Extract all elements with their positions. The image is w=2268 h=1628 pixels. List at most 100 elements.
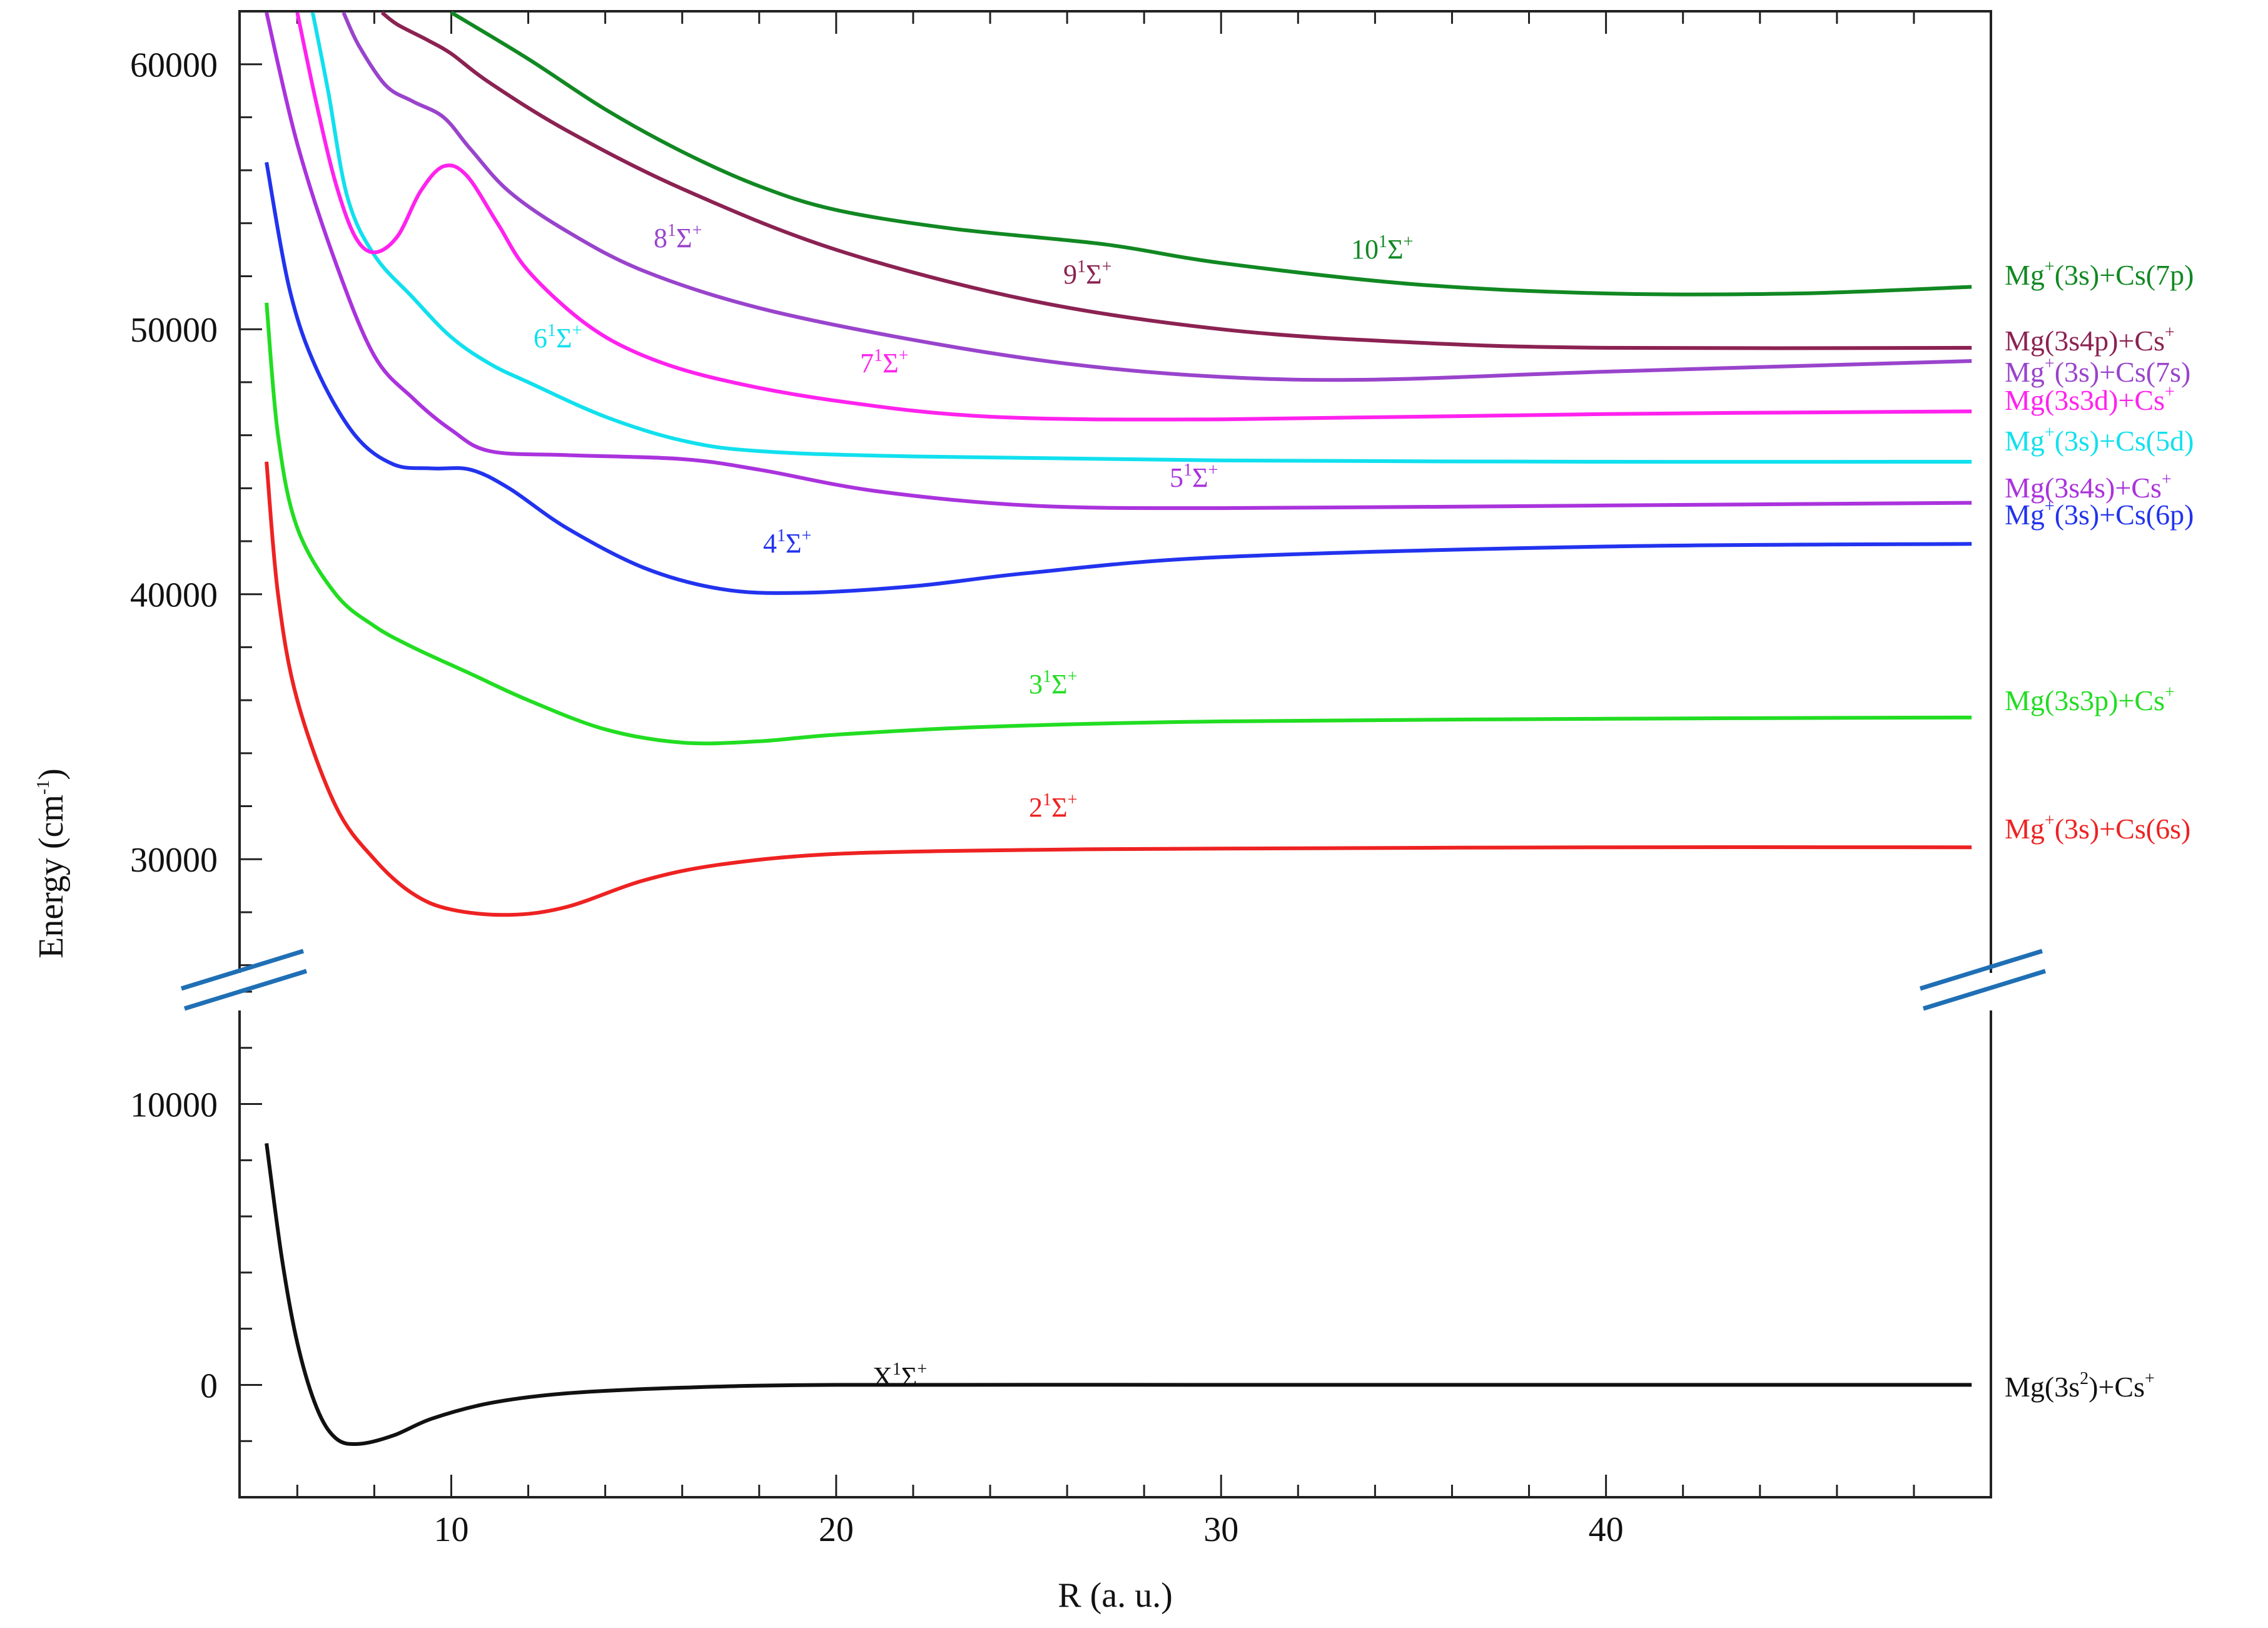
label-part: 4 xyxy=(763,528,777,559)
label-part: 5 xyxy=(1170,462,1183,493)
label-part: + xyxy=(572,321,582,340)
y-tick-label: 40000 xyxy=(130,576,218,615)
label-part: + xyxy=(1208,460,1218,480)
asymptote-label-2: Mg+(3s)+Cs(6s) xyxy=(2005,811,2190,845)
asymptote-part: Mg(3s4s)+Cs xyxy=(2005,472,2162,504)
label-part: + xyxy=(917,1360,927,1379)
label-part: + xyxy=(1404,232,1414,252)
label-part: + xyxy=(1068,790,1078,810)
curve-label-X: X1Σ+ xyxy=(873,1360,927,1392)
curve-label-6: 61Σ+ xyxy=(534,321,582,354)
asymptote-label-9: Mg(3s4p)+Cs+ xyxy=(2005,323,2175,357)
label-part: + xyxy=(802,526,812,546)
curve-2 xyxy=(265,461,1972,917)
asymptote-part: + xyxy=(2165,323,2175,342)
x-tick-label: 40 xyxy=(1589,1510,1624,1549)
asymptote-part: Mg(3s xyxy=(2005,1371,2080,1403)
asymptote-part: (3s)+Cs(7p) xyxy=(2055,259,2194,291)
label-part: 1 xyxy=(1043,667,1051,686)
label-part: Σ xyxy=(1387,234,1404,265)
asymptote-part: + xyxy=(2045,811,2055,830)
asymptote-part: + xyxy=(2165,382,2175,402)
curve-5 xyxy=(265,12,1972,511)
asymptote-label-4: Mg+(3s)+Cs(6p) xyxy=(2005,497,2194,531)
label-part: 10 xyxy=(1351,234,1379,265)
label-part: 3 xyxy=(1029,669,1043,700)
label-part: 6 xyxy=(534,323,547,354)
asymptote-part: Mg(3s3p)+Cs xyxy=(2005,684,2165,716)
label-part: + xyxy=(1068,667,1078,686)
label-part: 1 xyxy=(874,346,883,365)
asymptote-part: + xyxy=(2045,497,2055,516)
break-gap xyxy=(1988,973,1994,1010)
label-part: + xyxy=(692,221,702,240)
label-part: Σ xyxy=(676,223,692,253)
axis-ticks: 10 20 30 40 0 10000 30000 40000 50000 60000 xyxy=(130,10,1915,1549)
asymptote-part: (3s)+Cs(6p) xyxy=(2055,499,2194,531)
curve-4 xyxy=(265,161,1972,595)
x-tick-label: 20 xyxy=(819,1510,854,1549)
y-axis-title-close: ) xyxy=(32,768,71,780)
y-axis-title-sup: -1 xyxy=(34,780,53,795)
break-mark xyxy=(183,969,308,1011)
y-tick-label: 30000 xyxy=(130,841,218,880)
label-part: 1 xyxy=(893,1360,901,1379)
curve-label-2: 21Σ+ xyxy=(1029,790,1077,823)
curve-10 xyxy=(450,11,1972,297)
curve-7 xyxy=(295,12,1972,422)
axis-break-marks xyxy=(180,949,2047,1011)
y-tick-label: 10000 xyxy=(130,1086,218,1125)
label-part: + xyxy=(1102,257,1112,277)
asymptote-part: Mg xyxy=(2005,499,2045,531)
curve-label-7: 71Σ+ xyxy=(860,346,908,379)
label-part: Σ xyxy=(901,1361,918,1392)
label-part: 7 xyxy=(860,348,874,379)
asymptote-part: + xyxy=(2045,423,2055,442)
label-part: Σ xyxy=(556,323,572,354)
asymptote-part: Mg(3s3d)+Cs xyxy=(2005,384,2165,416)
asymptote-part: + xyxy=(2145,1369,2155,1388)
asymptote-part: Mg(3s4p)+Cs xyxy=(2005,325,2165,357)
asymptote-part: Mg xyxy=(2005,356,2045,388)
asymptote-label-10: Mg+(3s)+Cs(7p) xyxy=(2005,257,2194,291)
asymptote-part: + xyxy=(2045,257,2055,277)
y-tick-label: 0 xyxy=(200,1366,218,1405)
y-tick-label: 50000 xyxy=(130,311,218,350)
curve-label-4: 41Σ+ xyxy=(763,526,811,559)
asymptote-label-5: Mg(3s4s)+Cs+ xyxy=(2005,470,2172,504)
curves xyxy=(265,11,1972,1447)
curve-6 xyxy=(310,12,1972,464)
label-part: 1 xyxy=(777,526,786,546)
asymptote-part: 2 xyxy=(2080,1369,2088,1388)
asymptote-part: + xyxy=(2045,354,2055,374)
label-part: Σ xyxy=(883,348,899,379)
curve-label-9: 91Σ+ xyxy=(1063,257,1111,290)
plot-frame xyxy=(238,10,1992,1498)
asymptote-part: (3s)+Cs(7s) xyxy=(2055,356,2191,388)
asymptote-part: Mg xyxy=(2005,813,2045,845)
break-mark xyxy=(180,949,305,991)
curve-8 xyxy=(342,11,1972,382)
label-part: 2 xyxy=(1029,792,1043,823)
asymptote-part: + xyxy=(2165,683,2175,702)
label-part: 1 xyxy=(1043,790,1051,810)
label-part: + xyxy=(899,346,909,365)
asymptote-label-8: Mg+(3s)+Cs(7s) xyxy=(2005,354,2190,388)
y-axis-title: Energy (cm-1) xyxy=(32,768,71,959)
curve-9 xyxy=(380,11,1972,350)
label-part: 8 xyxy=(654,223,667,253)
label-part: 1 xyxy=(1379,232,1387,252)
asymptote-label-6: Mg+(3s)+Cs(5d) xyxy=(2005,423,2194,457)
curve-X xyxy=(265,1143,1972,1447)
label-part: 1 xyxy=(667,221,676,240)
label-part: Σ xyxy=(786,528,802,559)
label-part: 1 xyxy=(547,321,556,340)
label-part: Σ xyxy=(1192,462,1208,493)
asymptote-label-X: Mg(3s2)+Cs+ xyxy=(2005,1369,2155,1403)
label-part: Σ xyxy=(1086,259,1102,290)
x-tick-label: 10 xyxy=(433,1510,468,1549)
curve-label-5: 51Σ+ xyxy=(1170,460,1218,493)
y-axis-title-main: Energy (cm xyxy=(32,795,71,959)
break-mark xyxy=(1922,969,2047,1011)
